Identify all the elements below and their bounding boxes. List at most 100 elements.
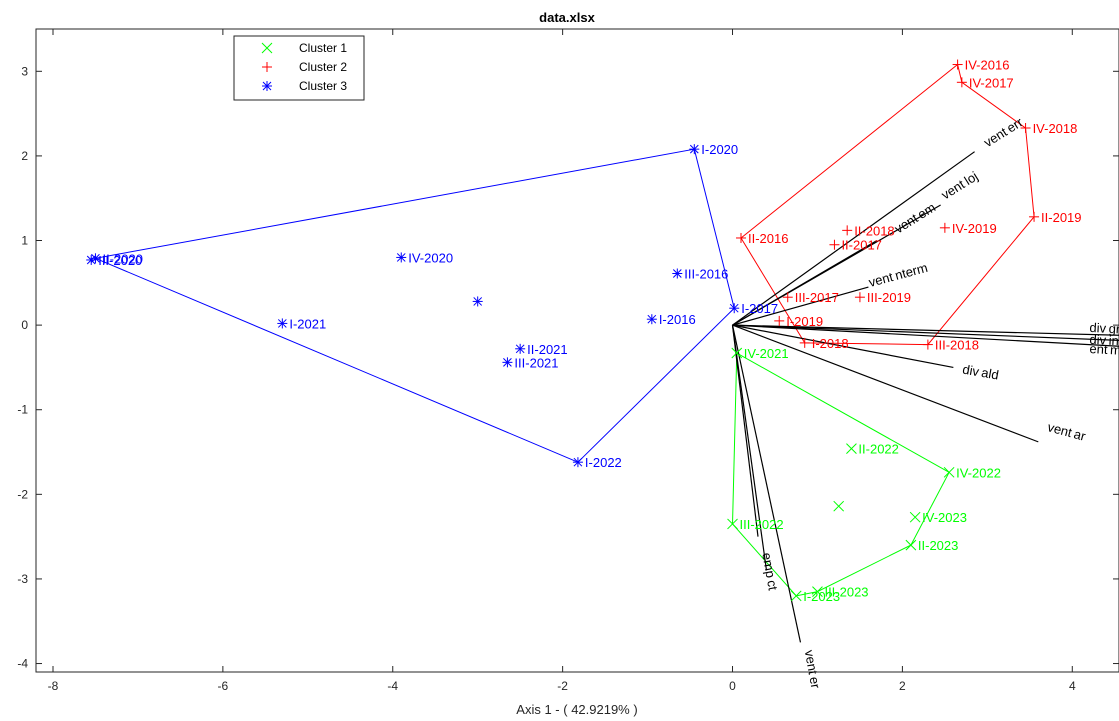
legend-entry-label: Cluster 1	[299, 41, 347, 55]
legend-marker	[261, 42, 273, 54]
point-labels: IV-2021 II-2022 IV-2022 IV-2023 II-2023 III-2…	[98, 58, 1081, 604]
point-label: II-2023	[918, 538, 958, 553]
cluster-3-point	[729, 303, 740, 314]
cluster-3-point	[672, 268, 683, 279]
point-label: II-2017	[841, 238, 881, 253]
point-label: III-2021	[514, 355, 558, 370]
legend-box	[233, 35, 365, 101]
marker-stroke	[396, 253, 406, 262]
point-label: IV-2019	[952, 221, 997, 236]
marker-stroke	[647, 314, 657, 324]
y-tick-label: 1	[21, 234, 28, 248]
marker-stroke	[833, 500, 845, 512]
point-label: IV-2020	[408, 250, 453, 265]
x-axis-label: Axis 1 - ( 42.9219% )	[516, 702, 637, 717]
point-label: I-2018	[812, 336, 849, 351]
cluster-1-point	[909, 511, 921, 523]
x-tick-label: -4	[387, 679, 398, 693]
vector-label: ent m	[1089, 341, 1119, 358]
marker-stroke	[729, 303, 739, 313]
point-label: IV-2016	[965, 58, 1010, 73]
cluster-3-point	[646, 314, 657, 325]
legend: Cluster 1 Cluster 2 Cluster 3	[233, 35, 365, 101]
point-label: III-2019	[867, 290, 911, 305]
cluster-1-point	[731, 347, 743, 359]
cluster-2-point	[1029, 211, 1040, 222]
vector-div-ing	[732, 324, 1119, 341]
point-label: IV-2017	[969, 75, 1014, 90]
point-label: II-2021	[527, 342, 567, 357]
marker-stroke	[262, 81, 272, 91]
x-tick-label: -8	[48, 679, 59, 693]
point-label: I-2022	[585, 455, 622, 470]
point-label: II-2022	[858, 442, 898, 457]
cluster-2-point	[842, 225, 853, 236]
point-label: I-2017	[741, 301, 778, 316]
cluster-2-point	[736, 232, 747, 243]
point-label: IV-2023	[922, 510, 967, 525]
cluster-2-point	[854, 292, 865, 303]
marker-stroke	[672, 269, 682, 278]
cluster-1-point	[943, 466, 955, 478]
vector-label: div ald	[961, 362, 1000, 383]
marker-stroke	[503, 357, 512, 367]
cluster-3-point	[572, 457, 583, 468]
point-label: III-2017	[795, 290, 839, 305]
cluster-2-point	[782, 292, 793, 303]
y-tick-label: 2	[21, 149, 28, 163]
point-label: I-2021	[289, 316, 326, 331]
point-label: III-2016	[684, 267, 728, 282]
y-tick-label: 3	[21, 64, 28, 78]
vector-label: div gre	[1089, 320, 1119, 337]
cluster-3-point	[86, 254, 97, 265]
legend-entry-label: Cluster 3	[299, 79, 347, 93]
x-tick-label: -2	[557, 679, 568, 693]
marker-stroke	[727, 518, 738, 530]
vector-vent-a-em	[732, 239, 878, 326]
vector-label: emp ct	[759, 551, 780, 591]
cluster-3-point	[689, 144, 700, 155]
cluster-2-point	[922, 339, 933, 350]
vector-vent-err	[732, 151, 975, 326]
marker-stroke	[473, 297, 483, 306]
point-label: III-2023	[824, 585, 868, 600]
x-tick-label: -6	[218, 679, 229, 693]
cluster-2-point	[939, 222, 950, 233]
y-tick-label: -3	[17, 572, 28, 586]
cluster-2-point	[956, 77, 967, 88]
marker-stroke	[689, 144, 699, 154]
point-label: IV-2018	[1033, 121, 1078, 136]
marker-stroke	[905, 539, 917, 551]
axes-layer: -8 -6 -4 -2 0 2 4 -4 -3 -2 -1 0 1 2 3	[17, 29, 1119, 693]
point-label: IV-2022	[956, 465, 1001, 480]
legend-marker	[262, 62, 272, 72]
cluster-2-point	[829, 239, 840, 250]
cluster-3-point	[502, 357, 513, 368]
vector-emp-a-ct-2	[731, 325, 768, 571]
marker-stroke	[277, 319, 287, 328]
point-label: I-2023	[803, 589, 840, 604]
x-tick-label: 0	[729, 679, 736, 693]
marker-stroke	[909, 511, 921, 523]
vector-div-gre	[732, 324, 1119, 336]
point-label: II-2018	[854, 223, 894, 238]
cluster-3-point	[396, 252, 407, 263]
cluster-2-point	[799, 337, 810, 348]
point-label: II-2019	[1041, 210, 1081, 225]
point-label: I-2019	[786, 314, 823, 329]
vector-vent-m-ar	[732, 324, 1039, 443]
point-label: I-2016	[659, 312, 696, 327]
marker-stroke	[943, 466, 955, 478]
point-label: I-2020	[701, 142, 738, 157]
cluster-3-point	[515, 343, 526, 354]
cluster-1-centroid	[833, 500, 845, 512]
vector-label: vent er	[802, 649, 824, 690]
marker-stroke	[573, 457, 583, 467]
plot-area	[35, 28, 1119, 673]
cluster-3-centroid	[472, 296, 483, 307]
y-tick-label: -1	[17, 403, 28, 417]
cluster-2-point	[774, 315, 785, 326]
x-tick-label: 4	[1069, 679, 1076, 693]
cluster-2-point	[1020, 122, 1031, 133]
